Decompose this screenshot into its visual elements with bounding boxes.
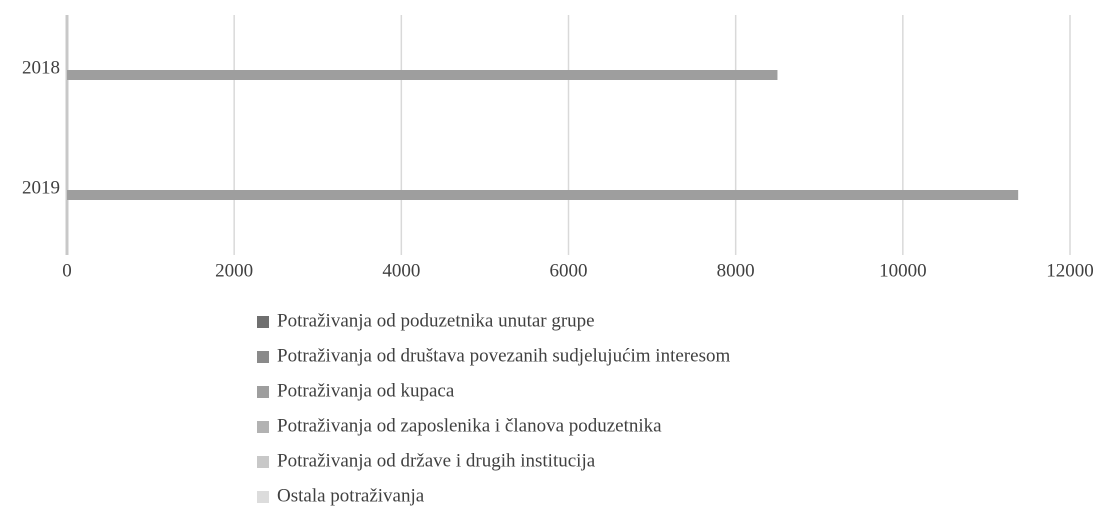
x-tick-label: 8000 (717, 260, 755, 281)
x-tick-label: 2000 (215, 260, 253, 281)
legend-swatch (257, 351, 269, 363)
bar (67, 70, 778, 80)
legend-label: Potraživanja od društava povezanih sudje… (277, 345, 730, 366)
legend-label: Potraživanja od zaposlenika i članova po… (277, 415, 662, 436)
legend-swatch (257, 386, 269, 398)
legend-swatch (257, 316, 269, 328)
legend-swatch (257, 456, 269, 468)
y-tick-label: 2019 (22, 177, 60, 198)
bar (67, 190, 1019, 200)
x-tick-label: 4000 (382, 260, 420, 281)
legend-label: Potraživanja od kupaca (277, 380, 455, 401)
legend-label: Ostala potraživanja (277, 485, 425, 506)
x-tick-label: 10000 (879, 260, 927, 281)
x-tick-label: 12000 (1046, 260, 1094, 281)
x-tick-label: 6000 (550, 260, 588, 281)
legend-swatch (257, 491, 269, 503)
y-tick-label: 2018 (22, 57, 60, 78)
x-tick-label: 0 (62, 260, 72, 281)
legend-label: Potraživanja od države i drugih instituc… (277, 450, 596, 471)
legend-swatch (257, 421, 269, 433)
legend-label: Potraživanja od poduzetnika unutar grupe (277, 310, 595, 331)
